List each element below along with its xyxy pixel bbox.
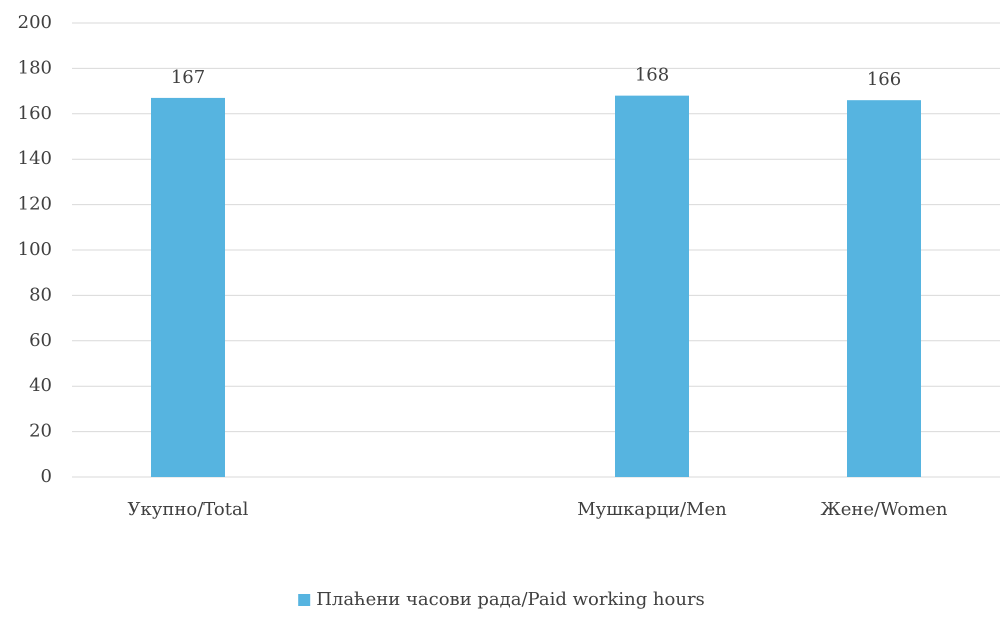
y-tick-label: 180 bbox=[18, 57, 52, 78]
y-tick-label: 60 bbox=[29, 330, 52, 351]
y-tick-label: 20 bbox=[29, 421, 52, 442]
bar bbox=[847, 100, 921, 478]
legend-swatch bbox=[298, 594, 311, 606]
x-tick-label: Мушкарци/Men bbox=[577, 499, 727, 520]
y-tick-label: 140 bbox=[18, 148, 52, 169]
data-label: 168 bbox=[635, 65, 669, 86]
y-tick-label: 40 bbox=[29, 375, 52, 396]
y-tick-label: 120 bbox=[18, 194, 52, 215]
bar bbox=[151, 97, 225, 477]
y-tick-label: 0 bbox=[41, 466, 52, 487]
data-label: 166 bbox=[867, 69, 901, 90]
bar bbox=[615, 95, 689, 477]
y-tick-label: 100 bbox=[18, 239, 52, 260]
data-label: 167 bbox=[171, 67, 205, 88]
y-tick-label: 160 bbox=[18, 103, 52, 124]
x-tick-label: Укупно/Total bbox=[128, 499, 249, 520]
y-tick-label: 80 bbox=[29, 284, 52, 305]
x-tick-label: Жене/Women bbox=[820, 499, 947, 520]
legend-label: Плаћени часови рада/Paid working hours bbox=[316, 589, 705, 610]
y-tick-label: 200 bbox=[18, 12, 52, 33]
